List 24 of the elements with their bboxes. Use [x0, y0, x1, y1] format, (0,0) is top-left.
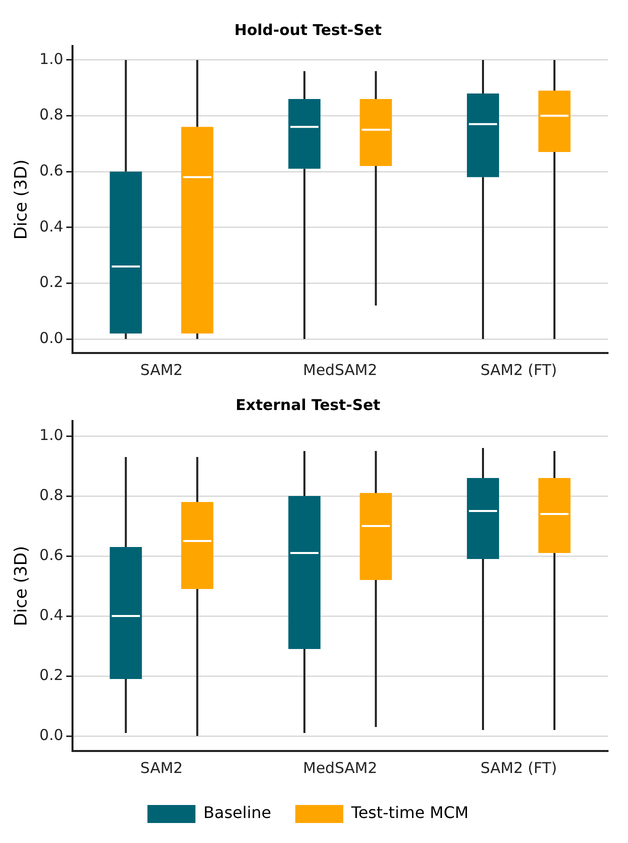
y-axis-title: Dice (3D): [12, 159, 32, 240]
x-tick-label: MedSAM2: [303, 360, 378, 379]
y-tick-label: 0.8: [39, 486, 64, 504]
y-tick-label: 0.4: [39, 217, 64, 236]
x-tick-label: SAM2 (FT): [480, 758, 557, 777]
y-axis-title: Dice (3D): [12, 546, 32, 626]
y-tick-label: 0.2: [39, 273, 64, 292]
y-tick-label: 0.6: [39, 161, 64, 180]
y-tick-label: 1.0: [39, 50, 64, 68]
y-tick-label: 0.0: [39, 328, 64, 347]
y-tick-label: 0.8: [39, 106, 64, 124]
x-tick-label: SAM2: [140, 360, 183, 379]
legend-label: Test-time MCM: [350, 803, 469, 822]
y-tick-label: 0.6: [39, 546, 64, 564]
x-tick-label: SAM2 (FT): [480, 360, 557, 379]
y-tick-label: 0.4: [39, 606, 64, 624]
chart-title: External Test-Set: [236, 396, 380, 414]
y-tick-label: 1.0: [39, 426, 64, 444]
x-tick-label: SAM2: [140, 758, 183, 777]
x-tick-label: MedSAM2: [303, 758, 378, 777]
chart-title: Hold-out Test-Set: [234, 20, 382, 39]
legend-label: Baseline: [203, 803, 272, 822]
y-tick-label: 0.2: [39, 666, 64, 684]
y-tick-label: 0.0: [39, 726, 64, 744]
